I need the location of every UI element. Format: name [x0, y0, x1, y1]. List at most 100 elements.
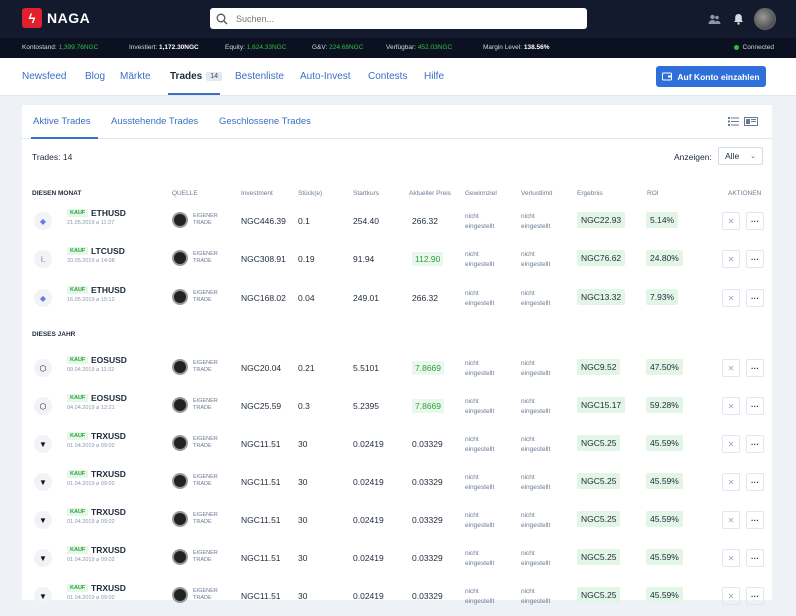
more-actions-button[interactable]: ···: [746, 473, 764, 491]
avatar[interactable]: [754, 8, 776, 30]
tab-pending-trades[interactable]: Ausstehende Trades: [111, 116, 199, 127]
side-badge: KAUF: [67, 209, 89, 217]
trade-symbol[interactable]: TRXUSD: [91, 507, 126, 517]
search-box[interactable]: [210, 8, 587, 29]
more-actions-button[interactable]: ···: [746, 289, 764, 307]
more-actions-button[interactable]: ···: [746, 359, 764, 377]
nav-leaderboard[interactable]: Bestenliste: [235, 71, 284, 82]
trade-symbol[interactable]: ETHUSD: [91, 208, 126, 218]
take-profit-value[interactable]: nicht eingestellt: [465, 512, 495, 529]
trade-symbol[interactable]: LTCUSD: [91, 246, 125, 256]
take-profit-value[interactable]: nicht eingestellt: [465, 251, 495, 268]
more-actions-button[interactable]: ···: [746, 435, 764, 453]
stop-loss-value[interactable]: nicht eingestellt: [521, 290, 551, 307]
take-profit-value[interactable]: nicht eingestellt: [465, 436, 495, 453]
nav-auto-invest[interactable]: Auto-Invest: [300, 71, 351, 82]
close-trade-button[interactable]: ✕: [722, 359, 740, 377]
users-icon[interactable]: [706, 11, 722, 27]
table-row[interactable]: ◆ KAUF ETHUSD 16.05.2019 ⌀ 15:12 EIGENER TRA…: [22, 280, 772, 318]
table-row[interactable]: ◆ KAUF ETHUSD 21.05.2019 ⌀ 11:27 EIGENER TRA…: [22, 203, 772, 241]
active-subtab-indicator: [31, 137, 98, 139]
bell-icon[interactable]: [730, 11, 746, 27]
nav-trades[interactable]: Trades 14: [170, 71, 223, 82]
trade-symbol[interactable]: TRXUSD: [91, 469, 126, 479]
trade-symbol[interactable]: TRXUSD: [91, 431, 126, 441]
trade-symbol[interactable]: TRXUSD: [91, 583, 126, 593]
trade-date: 01.04.2019 ⌀ 09:02: [67, 595, 115, 601]
more-icon: ···: [751, 553, 759, 563]
trade-date: 01.04.2019 ⌀ 09:02: [67, 481, 115, 487]
take-profit-value[interactable]: nicht eingestellt: [465, 360, 495, 377]
table-row[interactable]: ▼ KAUF TRXUSD 01.04.2019 ⌀ 09:02 EIGENER TRA…: [22, 426, 772, 464]
deposit-button[interactable]: Auf Konto einzahlen: [656, 66, 766, 87]
take-profit-value[interactable]: nicht eingestellt: [465, 213, 495, 230]
stop-loss-value[interactable]: nicht eingestellt: [521, 550, 551, 567]
trade-symbol[interactable]: ETHUSD: [91, 285, 126, 295]
show-label: Anzeigen:: [674, 152, 712, 162]
list-view-icon[interactable]: [728, 117, 739, 126]
source-label: EIGENER TRADE: [193, 588, 218, 601]
trade-symbol[interactable]: EOSUSD: [91, 355, 127, 365]
table-row[interactable]: ⬡ KAUF EOSUSD 09.04.2019 ⌀ 11:32 EIGENER TRA…: [22, 350, 772, 388]
stop-loss-value[interactable]: nicht eingestellt: [521, 588, 551, 605]
close-trade-button[interactable]: ✕: [722, 549, 740, 567]
trade-symbol[interactable]: EOSUSD: [91, 393, 127, 403]
roi-value: 45.59%: [646, 473, 683, 489]
close-trade-button[interactable]: ✕: [722, 435, 740, 453]
table-row[interactable]: ▼ KAUF TRXUSD 01.04.2019 ⌀ 09:02 EIGENER TRA…: [22, 464, 772, 502]
close-trade-button[interactable]: ✕: [722, 250, 740, 268]
stop-loss-value[interactable]: nicht eingestellt: [521, 474, 551, 491]
close-trade-button[interactable]: ✕: [722, 473, 740, 491]
col-roi: ROI: [647, 190, 659, 197]
tab-closed-trades[interactable]: Geschlossene Trades: [219, 116, 311, 127]
more-actions-button[interactable]: ···: [746, 212, 764, 230]
more-actions-button[interactable]: ···: [746, 250, 764, 268]
table-row[interactable]: ▼ KAUF TRXUSD 01.04.2019 ⌀ 09:02 EIGENER TRA…: [22, 502, 772, 540]
stop-loss-value[interactable]: nicht eingestellt: [521, 213, 551, 230]
take-profit-value[interactable]: nicht eingestellt: [465, 474, 495, 491]
stop-loss-value[interactable]: nicht eingestellt: [521, 251, 551, 268]
table-row[interactable]: ▼ KAUF TRXUSD 01.04.2019 ⌀ 09:02 EIGENER TRA…: [22, 540, 772, 578]
more-actions-button[interactable]: ···: [746, 587, 764, 605]
more-actions-button[interactable]: ···: [746, 397, 764, 415]
search-icon: [216, 13, 228, 24]
side-badge: KAUF: [67, 247, 89, 255]
table-row[interactable]: ⬡ KAUF EOSUSD 04.04.2019 ⌀ 12:21 EIGENER TRA…: [22, 388, 772, 426]
start-price-value: 5.5101: [353, 363, 379, 373]
nav-contests[interactable]: Contests: [368, 71, 408, 82]
search-input[interactable]: [236, 13, 566, 24]
close-trade-button[interactable]: ✕: [722, 587, 740, 605]
source-label: EIGENER TRADE: [193, 360, 218, 373]
show-filter-select[interactable]: Alle ⌄: [718, 147, 763, 165]
take-profit-value[interactable]: nicht eingestellt: [465, 550, 495, 567]
stop-loss-value[interactable]: nicht eingestellt: [521, 512, 551, 529]
close-trade-button[interactable]: ✕: [722, 397, 740, 415]
nav-blog[interactable]: Blog: [85, 71, 106, 82]
table-row[interactable]: ▼ KAUF TRXUSD 01.04.2019 ⌀ 09:02 EIGENER TRA…: [22, 578, 772, 616]
more-actions-button[interactable]: ···: [746, 511, 764, 529]
units-value: 0.3: [298, 401, 310, 411]
table-row[interactable]: Ł KAUF LTCUSD 20.05.2019 ⌀ 14:08 EIGENER TRA…: [22, 241, 772, 279]
card-view-icon[interactable]: [744, 117, 758, 126]
close-trade-button[interactable]: ✕: [722, 212, 740, 230]
take-profit-value[interactable]: nicht eingestellt: [465, 398, 495, 415]
more-actions-button[interactable]: ···: [746, 549, 764, 567]
stop-loss-value[interactable]: nicht eingestellt: [521, 398, 551, 415]
roi-value: 47.50%: [646, 359, 683, 375]
nav-markets[interactable]: Märkte: [120, 71, 151, 82]
tab-active-trades[interactable]: Aktive Trades: [33, 116, 91, 127]
logo[interactable]: ϟ NAGA: [22, 8, 90, 28]
take-profit-value[interactable]: nicht eingestellt: [465, 290, 495, 307]
nav-help[interactable]: Hilfe: [424, 71, 445, 82]
trade-symbol[interactable]: TRXUSD: [91, 545, 126, 555]
close-trade-button[interactable]: ✕: [722, 289, 740, 307]
result-value: NGC5.25: [577, 473, 621, 489]
nav-newsfeed[interactable]: Newsfeed: [22, 71, 67, 82]
col-current-price: Aktueller Preis: [409, 190, 451, 197]
trade-date: 01.04.2019 ⌀ 09:02: [67, 443, 115, 449]
stop-loss-value[interactable]: nicht eingestellt: [521, 436, 551, 453]
take-profit-value[interactable]: nicht eingestellt: [465, 588, 495, 605]
stop-loss-value[interactable]: nicht eingestellt: [521, 360, 551, 377]
investment-value: NGC11.51: [241, 553, 281, 563]
close-trade-button[interactable]: ✕: [722, 511, 740, 529]
